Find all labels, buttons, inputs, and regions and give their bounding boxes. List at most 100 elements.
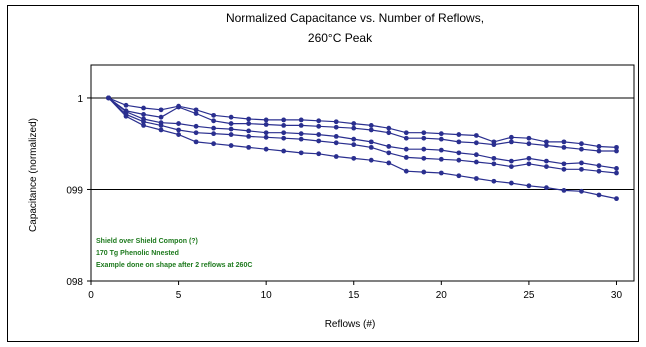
x-tick-label: 30: [611, 290, 623, 301]
data-point: [526, 161, 532, 167]
data-point: [246, 121, 252, 126]
data-point: [561, 187, 567, 193]
data-point: [491, 155, 497, 161]
data-point: [333, 124, 339, 130]
data-point: [491, 161, 497, 167]
data-point: [526, 183, 532, 189]
data-point: [193, 123, 199, 129]
data-point: [193, 130, 199, 136]
data-point: [281, 123, 287, 128]
data-point: [281, 135, 287, 141]
data-point: [333, 133, 339, 139]
x-axis-ticks: 0 5 10 15 20 25 30: [88, 281, 622, 301]
chart-subtitle: 260°C Peak: [308, 31, 373, 45]
data-point: [508, 134, 514, 140]
data-point: [246, 133, 252, 139]
data-point: [544, 139, 549, 145]
data-point: [403, 146, 409, 152]
data-point: [614, 170, 619, 176]
series-line: [108, 97, 617, 148]
data-point: [141, 105, 146, 111]
data-point: [211, 141, 217, 147]
data-point: [263, 122, 269, 127]
data-point: [211, 112, 217, 118]
data-point: [579, 166, 584, 172]
data-point: [421, 169, 427, 175]
y-tick-label: 099: [66, 185, 83, 196]
data-point: [158, 114, 164, 120]
data-point: [403, 135, 409, 141]
data-point: [158, 107, 164, 113]
data-point: [596, 192, 602, 198]
data-point: [438, 131, 444, 137]
data-point: [298, 131, 304, 137]
y-axis-label: Capacitance (normalized): [28, 118, 39, 232]
data-point: [386, 144, 392, 149]
data-point: [246, 144, 252, 150]
data-point: [491, 178, 497, 184]
data-point: [491, 142, 497, 148]
data-point: [456, 150, 462, 156]
data-point: [544, 158, 549, 164]
data-point: [316, 123, 322, 129]
data-point: [526, 141, 532, 147]
data-point: [438, 170, 444, 176]
data-point: [579, 160, 584, 166]
data-point: [456, 132, 462, 137]
data-point: [386, 150, 392, 156]
data-point: [403, 130, 409, 136]
y-tick-label: 098: [66, 277, 83, 288]
data-point: [614, 144, 619, 150]
data-point: [123, 102, 129, 108]
data-point: [333, 154, 339, 159]
data-point: [316, 138, 322, 144]
data-point: [614, 148, 619, 154]
data-point: [351, 142, 357, 148]
data-point: [123, 113, 129, 119]
data-point: [106, 95, 111, 101]
chart-frame: [7, 5, 639, 342]
data-point: [351, 121, 357, 126]
data-point: [561, 161, 567, 167]
data-point: [333, 119, 339, 125]
data-point: [228, 126, 234, 132]
data-point: [263, 146, 269, 152]
data-point: [386, 160, 392, 166]
data-point: [438, 136, 444, 142]
x-tick-label: 10: [261, 290, 273, 301]
data-point: [421, 146, 427, 152]
data-point: [316, 132, 322, 137]
data-point: [281, 130, 287, 136]
data-point: [596, 168, 602, 174]
data-point: [421, 130, 427, 136]
data-point: [596, 148, 602, 154]
data-point: [561, 144, 567, 150]
data-point: [211, 131, 217, 137]
data-point: [403, 168, 409, 174]
data-point: [141, 112, 146, 117]
annotation-line-2: 170 Tg Phenolic Nnested: [96, 250, 179, 257]
data-point: [508, 180, 514, 186]
data-point: [438, 147, 444, 153]
data-point: [421, 155, 427, 161]
data-point: [176, 121, 181, 126]
data-point: [473, 133, 479, 138]
data-point: [211, 125, 217, 131]
gridlines: [91, 97, 634, 190]
data-point: [351, 125, 357, 131]
data-point: [298, 136, 304, 142]
data-point: [333, 140, 339, 146]
data-point: [473, 140, 479, 146]
data-point: [298, 150, 304, 156]
data-point: [228, 121, 234, 126]
data-point: [403, 155, 409, 160]
data-point: [386, 130, 392, 136]
series-line: [108, 97, 617, 169]
data-point: [228, 114, 234, 120]
data-point: [176, 127, 181, 133]
data-point: [176, 132, 181, 137]
data-point: [351, 136, 357, 142]
data-point: [316, 151, 322, 157]
x-axis-label: Reflows (#): [325, 319, 376, 330]
